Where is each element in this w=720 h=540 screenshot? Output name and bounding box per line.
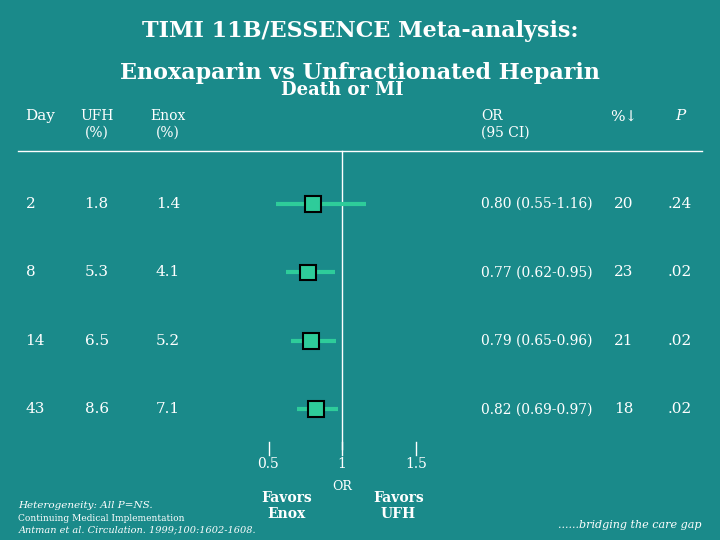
- FancyBboxPatch shape: [305, 196, 320, 212]
- FancyBboxPatch shape: [300, 265, 316, 280]
- Text: .02: .02: [668, 266, 693, 279]
- FancyBboxPatch shape: [308, 401, 323, 417]
- Text: Continuing Medical Implementation: Continuing Medical Implementation: [19, 515, 185, 523]
- Text: 7.1: 7.1: [156, 402, 180, 416]
- Text: TIMI 11B/ESSENCE Meta-analysis:: TIMI 11B/ESSENCE Meta-analysis:: [142, 20, 578, 42]
- Text: 43: 43: [25, 402, 45, 416]
- Text: 1.8: 1.8: [85, 197, 109, 211]
- Text: .02: .02: [668, 334, 693, 348]
- Text: 14: 14: [25, 334, 45, 348]
- Text: 1.4: 1.4: [156, 197, 180, 211]
- Text: 0.80 (0.55-1.16): 0.80 (0.55-1.16): [481, 197, 593, 211]
- Text: 1.5: 1.5: [405, 457, 427, 471]
- Text: ......bridging the care gap: ......bridging the care gap: [558, 519, 701, 530]
- Text: Antman et al. Circulation. 1999;100:1602-1608.: Antman et al. Circulation. 1999;100:1602…: [19, 526, 256, 535]
- Text: 0.5: 0.5: [258, 457, 279, 471]
- Text: 21: 21: [613, 334, 633, 348]
- Text: .24: .24: [668, 197, 693, 211]
- Text: OR
(95 CI): OR (95 CI): [481, 110, 530, 139]
- Text: 20: 20: [613, 197, 633, 211]
- Text: 4.1: 4.1: [156, 266, 180, 279]
- Text: .02: .02: [668, 402, 693, 416]
- Text: 0.79 (0.65-0.96): 0.79 (0.65-0.96): [481, 334, 593, 348]
- Text: 5.2: 5.2: [156, 334, 180, 348]
- Text: Favors
Enox: Favors Enox: [261, 491, 312, 521]
- FancyBboxPatch shape: [303, 333, 319, 349]
- Text: Favors
UFH: Favors UFH: [373, 491, 423, 521]
- Text: Enoxaparin vs Unfractionated Heparin: Enoxaparin vs Unfractionated Heparin: [120, 62, 600, 84]
- Text: 8.6: 8.6: [85, 402, 109, 416]
- Text: Death or MI: Death or MI: [281, 81, 403, 99]
- Text: Enox
(%): Enox (%): [150, 110, 186, 139]
- Text: 5.3: 5.3: [85, 266, 109, 279]
- Text: OR: OR: [332, 480, 352, 493]
- Text: 0.82 (0.69-0.97): 0.82 (0.69-0.97): [481, 402, 593, 416]
- Text: P: P: [675, 110, 685, 123]
- Text: 8: 8: [25, 266, 35, 279]
- Text: 18: 18: [613, 402, 633, 416]
- Text: 1: 1: [338, 457, 346, 471]
- Text: UFH
(%): UFH (%): [80, 110, 113, 139]
- Text: 23: 23: [613, 266, 633, 279]
- Text: 0.77 (0.62-0.95): 0.77 (0.62-0.95): [481, 266, 593, 279]
- Text: Day: Day: [25, 110, 55, 123]
- Text: 6.5: 6.5: [85, 334, 109, 348]
- Text: Heterogeneity: All P=NS.: Heterogeneity: All P=NS.: [19, 501, 153, 510]
- Text: 2: 2: [25, 197, 35, 211]
- Text: %↓: %↓: [610, 110, 637, 123]
